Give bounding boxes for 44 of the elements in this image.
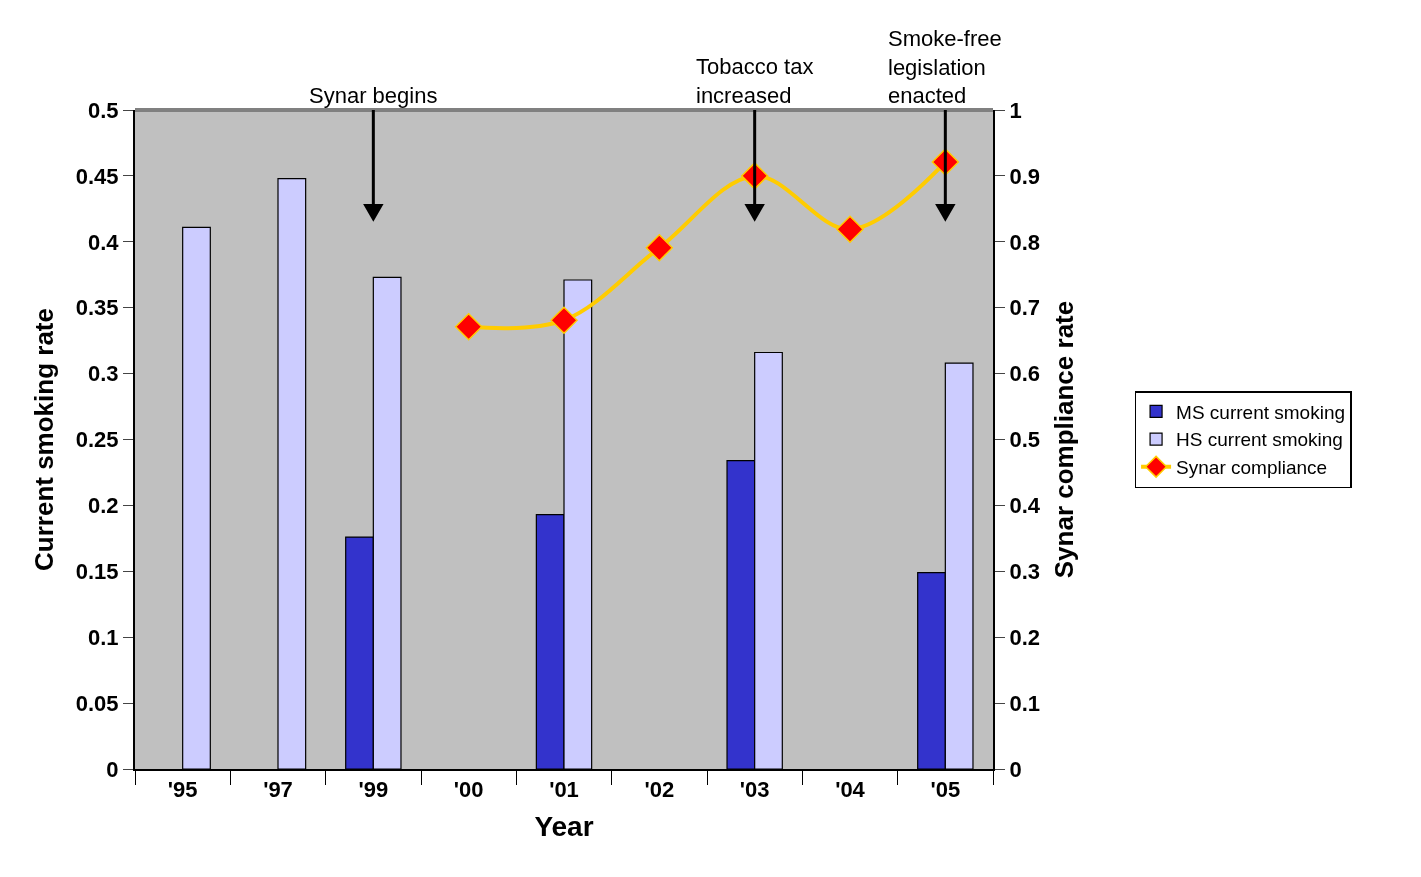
x-tick-label: '00 [453,777,484,803]
y-tick-label: 0.05 [75,690,119,716]
legend-label: HS current smoking [1176,429,1343,451]
y2-tick-label: 0.2 [1009,624,1040,650]
y-tick-label: 0 [106,756,119,782]
y-tick-label: 0.1 [88,624,119,650]
x-tick-label: '03 [739,777,770,803]
x-tick-label: '99 [358,777,389,803]
y-tick-label: 0.5 [88,97,119,123]
y2-tick-label: 0.5 [1009,427,1040,453]
y-tick-label: 0.25 [75,427,119,453]
x-tick-label: '02 [644,777,675,803]
ref-line-label: Smoke-free legislation enacted [888,26,1002,109]
y2-tick-label: 0.7 [1009,295,1040,321]
y-tick-label: 0.2 [88,493,119,519]
ref-line-label: Tobacco tax increased [696,54,814,108]
y2-tick-label: 0.6 [1009,361,1040,387]
y-axis-title: Current smoking rate [28,308,59,571]
x-tick-label: '97 [263,777,293,803]
x-tick-label: '95 [167,777,198,803]
y2-tick-label: 0.1 [1009,690,1040,716]
point [550,306,578,334]
y-tick-label: 0.4 [88,229,120,255]
x-tick-label: '04 [835,777,866,803]
point [836,215,864,244]
y2-tick-label: 0.9 [1009,163,1040,189]
legend-label: Synar compliance [1176,457,1328,479]
y2-tick-label: 0 [1009,756,1022,782]
legend-label: MS current smoking [1176,401,1346,423]
y2-tick-label: 0.4 [1009,493,1041,519]
x-tick-label: '01 [549,777,579,803]
point [454,313,483,341]
y2-axis-title: Synar compliance rate [1048,300,1079,579]
y-tick-label: 0.45 [75,163,119,189]
y2-tick-label: 0.3 [1009,559,1040,584]
y-tick-label: 0.35 [75,295,119,321]
x-tick-label: '05 [930,777,961,803]
x-axis-title: Year [534,811,594,842]
ref-line-label: Synar begins [309,83,438,108]
y2-tick-label: 1 [1009,97,1022,123]
y2-tick-label: 0.8 [1009,229,1040,255]
point [645,233,674,262]
y-tick-label: 0.3 [88,361,119,387]
y-tick-label: 0.15 [75,559,119,584]
